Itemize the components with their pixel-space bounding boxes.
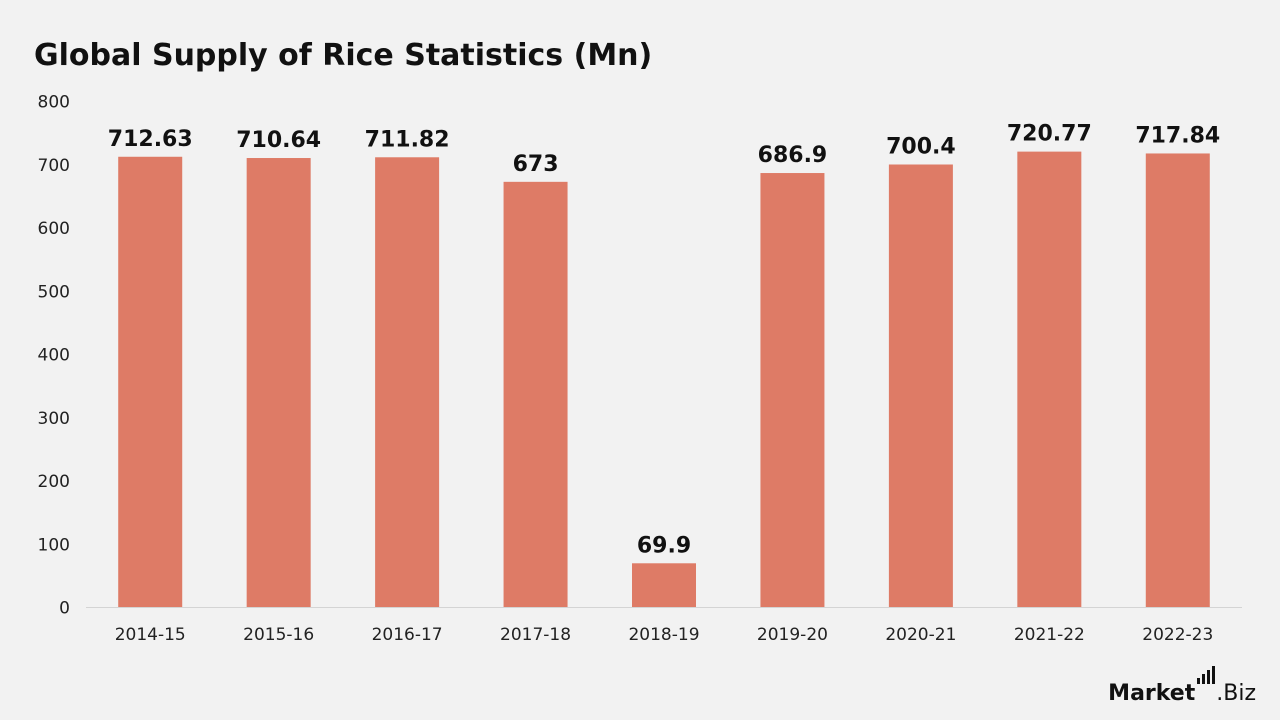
- data-label: 700.4: [886, 134, 956, 159]
- bar: [760, 173, 825, 608]
- data-label: 686.9: [758, 143, 828, 168]
- x-tick-label: 2022-23: [1142, 625, 1213, 645]
- bar: [1017, 151, 1082, 608]
- data-label: 712.63: [108, 127, 193, 152]
- x-tick-label: 2014-15: [115, 625, 186, 645]
- data-label: 717.84: [1135, 123, 1220, 148]
- y-tick-label: 600: [38, 219, 70, 239]
- brand-logo-biz: .Biz: [1216, 681, 1256, 706]
- y-tick-label: 500: [38, 282, 70, 302]
- x-tick-label: 2017-18: [500, 625, 571, 645]
- bar: [1145, 153, 1210, 608]
- y-tick-label: 0: [59, 599, 70, 619]
- chart-title: Global Supply of Rice Statistics (Mn): [34, 38, 653, 73]
- y-tick-label: 700: [38, 156, 70, 176]
- bar: [375, 157, 440, 608]
- brand-logo-market: Market: [1108, 681, 1196, 706]
- y-tick-label: 200: [38, 472, 70, 492]
- bars: [118, 151, 1210, 608]
- data-label: 69.9: [637, 533, 691, 558]
- bar: [503, 181, 568, 608]
- x-tick-label: 2020-21: [885, 625, 956, 645]
- x-tick-label: 2019-20: [757, 625, 828, 645]
- x-tick-label: 2015-16: [243, 625, 314, 645]
- data-label: 720.77: [1007, 122, 1092, 147]
- data-label: 711.82: [365, 127, 450, 152]
- x-tick-label: 2016-17: [372, 625, 443, 645]
- brand-logo: Market .Biz: [1108, 666, 1256, 706]
- x-tick-label: 2018-19: [628, 625, 699, 645]
- y-tick-label: 100: [38, 535, 70, 555]
- data-label: 673: [513, 152, 559, 177]
- x-axis: 2014-15 2015-16 2016-17 2017-18 2018-19 2019-…: [86, 607, 1242, 645]
- value-labels: 712.63 710.64 711.82 673 69.9 686.9 700.4 720.7…: [108, 122, 1220, 559]
- y-tick-label: 400: [38, 346, 70, 366]
- bar: [118, 156, 183, 608]
- y-tick-label: 800: [38, 93, 70, 113]
- data-label: 710.64: [236, 128, 321, 153]
- y-tick-label: 300: [38, 409, 70, 429]
- bar: [246, 158, 311, 608]
- x-tick-label: 2021-22: [1014, 625, 1085, 645]
- bar-signal-icon: [1197, 666, 1216, 684]
- bar: [888, 164, 953, 608]
- y-axis: 0 100 200 300 400 500 600 700 800: [38, 93, 70, 619]
- bar: [632, 563, 696, 608]
